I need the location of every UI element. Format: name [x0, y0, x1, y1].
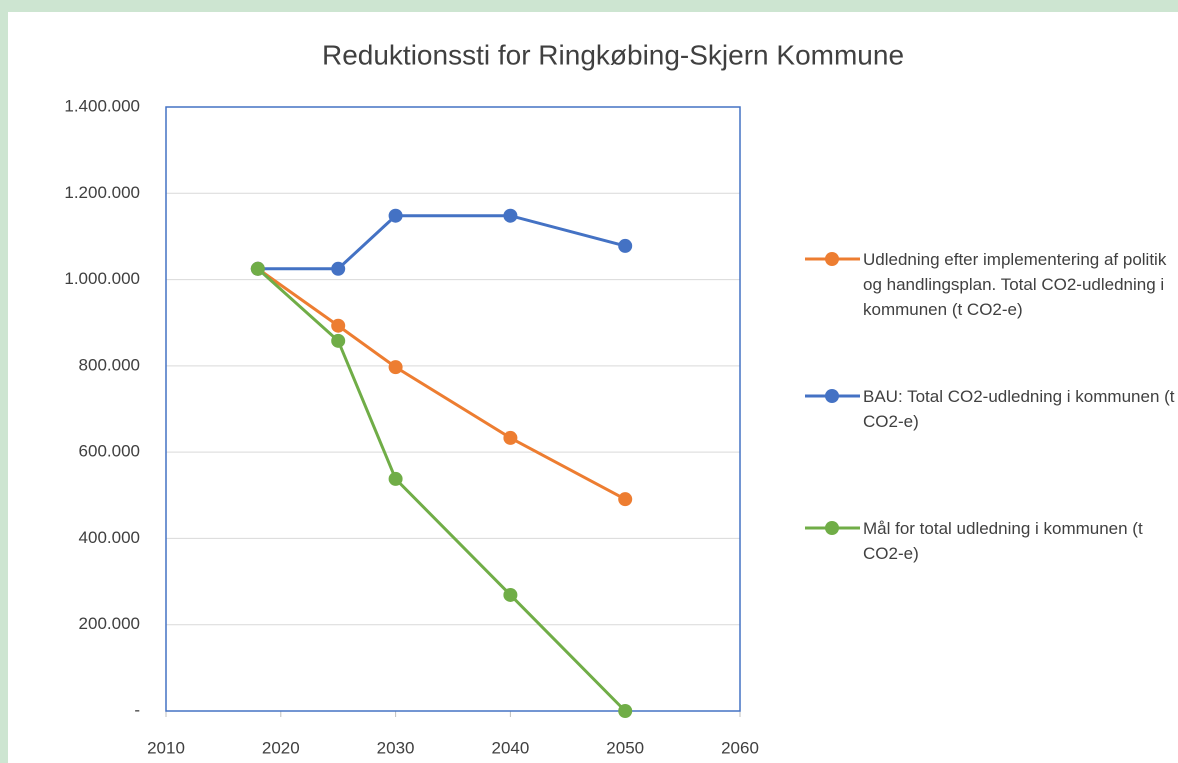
series-marker: [388, 360, 403, 375]
series-marker: [618, 238, 633, 253]
series-line: [256, 267, 626, 501]
y-tick-label: 400.000: [79, 528, 140, 547]
series-marker: [388, 208, 403, 223]
series-marker: [618, 492, 633, 507]
series-marker: [503, 208, 518, 223]
series-marker: [331, 318, 346, 333]
x-tick-label: 2020: [262, 738, 300, 757]
y-tick-label: 1.000.000: [64, 269, 140, 288]
legend-marker: [825, 252, 839, 266]
series-marker: [618, 704, 633, 718]
series-marker: [503, 587, 518, 602]
y-tick-label: 800.000: [79, 355, 140, 374]
y-tick-label: -: [134, 700, 140, 719]
series-line: [257, 214, 626, 271]
legend-entry: BAU: Total CO2-udledning i kommunen (t C…: [863, 387, 1175, 431]
x-tick-label: 2030: [377, 738, 415, 757]
legend-entry: Udledning efter implementering af politi…: [863, 250, 1167, 319]
plot-border: [165, 106, 741, 712]
x-tick-label: 2040: [491, 738, 529, 757]
legend-marker: [825, 521, 839, 535]
legend-marker: [825, 389, 839, 403]
y-tick-label: 1.400.000: [64, 96, 140, 115]
chart-card: [8, 12, 1178, 763]
x-tick-label: 2050: [606, 738, 644, 757]
y-tick-label: 1.200.000: [64, 183, 140, 202]
series-marker: [503, 430, 518, 445]
x-tick-label: 2010: [147, 738, 185, 757]
series-line: [256, 267, 627, 713]
y-tick-label: 600.000: [79, 442, 140, 461]
series-marker: [331, 333, 346, 348]
series-marker: [331, 261, 346, 276]
series-marker: [388, 471, 403, 486]
legend-entry: Mål for total udledning i kommunen (t CO…: [863, 519, 1143, 563]
y-tick-label: 200.000: [79, 614, 140, 633]
chart-title: Reduktionssti for Ringkøbing-Skjern Komm…: [322, 39, 904, 70]
x-tick-label: 2060: [721, 738, 759, 757]
series-marker: [250, 261, 265, 276]
